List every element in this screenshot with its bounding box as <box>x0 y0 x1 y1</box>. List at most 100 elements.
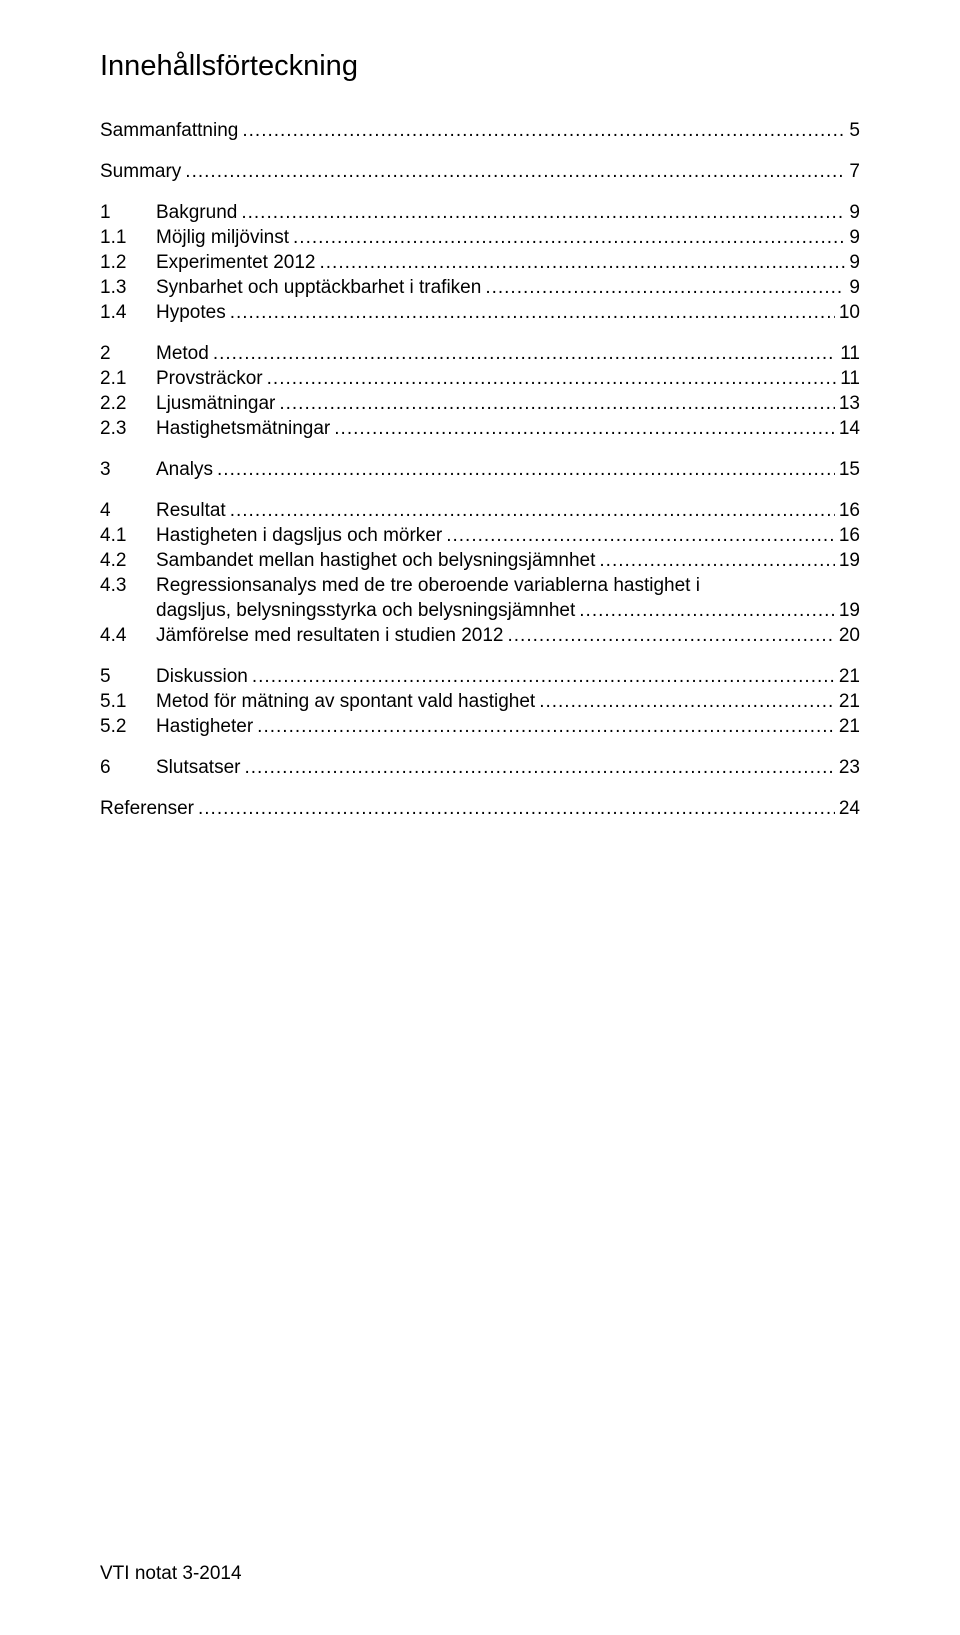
toc-entry: Referenser24 <box>100 799 860 818</box>
toc-label: Synbarhet och upptäckbarhet i trafiken <box>156 278 481 297</box>
toc-number: 4.4 <box>100 626 156 645</box>
toc-leader-dots <box>485 278 845 297</box>
toc-page: 16 <box>839 526 860 545</box>
toc-page: 15 <box>839 460 860 479</box>
toc-label: Resultat <box>156 501 226 520</box>
toc-entry: 1Bakgrund9 <box>100 203 860 222</box>
toc-leader-dots <box>539 692 835 711</box>
toc-leader-dots <box>293 228 845 247</box>
toc-number: 1.1 <box>100 228 156 247</box>
toc-entry: 5.1Metod för mätning av spontant vald ha… <box>100 692 860 711</box>
toc-label: Bakgrund <box>156 203 237 222</box>
toc-label: Slutsatser <box>156 758 240 777</box>
toc-page: 19 <box>839 601 860 620</box>
toc-leader-dots <box>244 758 834 777</box>
toc-number: 2.1 <box>100 369 156 388</box>
toc-number: 6 <box>100 758 156 777</box>
toc-entry: 1.1Möjlig miljövinst 9 <box>100 228 860 247</box>
toc-number: 5 <box>100 667 156 686</box>
toc-entry: 6Slutsatser 23 <box>100 758 860 777</box>
toc-label: dagsljus, belysningsstyrka och belysning… <box>156 601 575 620</box>
toc-leader-dots <box>198 799 835 818</box>
toc-entry: 2.3Hastighetsmätningar14 <box>100 419 860 438</box>
toc-label: Hastighetsmätningar <box>156 419 330 438</box>
toc-entry: 5Diskussion 21 <box>100 667 860 686</box>
toc-leader-dots <box>252 667 835 686</box>
toc-leader-dots <box>217 460 835 479</box>
toc-group: Summary 7 <box>100 162 860 181</box>
toc-number: 4 <box>100 501 156 520</box>
toc-page: 9 <box>849 203 860 222</box>
toc-entry: 2.2Ljusmätningar13 <box>100 394 860 413</box>
page-title: Innehållsförteckning <box>100 50 860 83</box>
toc-group: Referenser24 <box>100 799 860 818</box>
toc-entry: 4.4Jämförelse med resultaten i studien 2… <box>100 626 860 645</box>
toc-label: Hastigheter <box>156 717 253 736</box>
toc-page: 23 <box>839 758 860 777</box>
toc-page: 24 <box>839 799 860 818</box>
toc-entry: Sammanfattning 5 <box>100 121 860 140</box>
toc-page: 21 <box>839 717 860 736</box>
toc-leader-dots <box>230 303 835 322</box>
toc-entry: Summary 7 <box>100 162 860 181</box>
toc-label: Hastigheten i dagsljus och mörker <box>156 526 442 545</box>
toc-entry: 4.2Sambandet mellan hastighet och belysn… <box>100 551 860 570</box>
toc-label: Experimentet 2012 <box>156 253 316 272</box>
toc-entry: 1.4Hypotes10 <box>100 303 860 322</box>
toc-group: 5Diskussion 21 5.1Metod för mätning av spo… <box>100 667 860 736</box>
toc-entry: 4.1Hastigheten i dagsljus och mörker 16 <box>100 526 860 545</box>
toc-number: 1.4 <box>100 303 156 322</box>
toc-page: 11 <box>840 369 860 388</box>
toc-leader-dots <box>446 526 835 545</box>
toc-number: 2.3 <box>100 419 156 438</box>
toc-number: 3 <box>100 460 156 479</box>
toc-leader-dots <box>334 419 835 438</box>
toc-page: 7 <box>849 162 860 181</box>
toc-label: Metod <box>156 344 209 363</box>
toc-page: 9 <box>849 278 860 297</box>
toc-page: 20 <box>839 626 860 645</box>
toc-group: 4Resultat164.1Hastigheten i dagsljus och… <box>100 501 860 645</box>
toc-page: 9 <box>849 228 860 247</box>
toc-entry: 2Metod 11 <box>100 344 860 363</box>
toc-label: Diskussion <box>156 667 248 686</box>
toc-label: Metod för mätning av spontant vald hasti… <box>156 692 535 711</box>
toc-label: Möjlig miljövinst <box>156 228 289 247</box>
toc-page: 19 <box>839 551 860 570</box>
toc-group: 3Analys 15 <box>100 460 860 479</box>
toc-leader-dots <box>267 369 837 388</box>
toc-leader-dots <box>579 601 835 620</box>
toc-entry: 4.3Regressionsanalys med de tre oberoend… <box>100 576 860 595</box>
toc-leader-dots <box>242 121 845 140</box>
toc-page: 21 <box>839 667 860 686</box>
toc-group: Sammanfattning 5 <box>100 121 860 140</box>
toc-page: 9 <box>849 253 860 272</box>
toc-number: 2 <box>100 344 156 363</box>
toc-number: 5.2 <box>100 717 156 736</box>
toc-page: 5 <box>849 121 860 140</box>
toc-number: 4.1 <box>100 526 156 545</box>
toc-entry: 1.3Synbarhet och upptäckbarhet i trafike… <box>100 278 860 297</box>
toc-label: Sammanfattning <box>100 121 238 140</box>
toc-page: 16 <box>839 501 860 520</box>
toc-leader-dots <box>213 344 836 363</box>
toc-label: Sambandet mellan hastighet och belysning… <box>156 551 595 570</box>
toc-entry: 3Analys 15 <box>100 460 860 479</box>
toc-leader-dots <box>241 203 845 222</box>
toc-label: Hypotes <box>156 303 226 322</box>
toc-label: Analys <box>156 460 213 479</box>
toc-number: 1.3 <box>100 278 156 297</box>
footer-text: VTI notat 3-2014 <box>100 1563 242 1585</box>
toc-leader-dots <box>279 394 835 413</box>
toc-group: 6Slutsatser 23 <box>100 758 860 777</box>
toc-leader-dots <box>599 551 834 570</box>
toc-label: Ljusmätningar <box>156 394 275 413</box>
toc-leader-dots <box>320 253 846 272</box>
toc-leader-dots <box>185 162 845 181</box>
toc-entry: 1.2Experimentet 2012 9 <box>100 253 860 272</box>
toc-label: Summary <box>100 162 181 181</box>
toc-leader-dots <box>257 717 835 736</box>
toc-page: 11 <box>840 344 860 363</box>
table-of-contents: Sammanfattning5Summary71Bakgrund91.1Möjl… <box>100 121 860 818</box>
toc-number: 1.2 <box>100 253 156 272</box>
